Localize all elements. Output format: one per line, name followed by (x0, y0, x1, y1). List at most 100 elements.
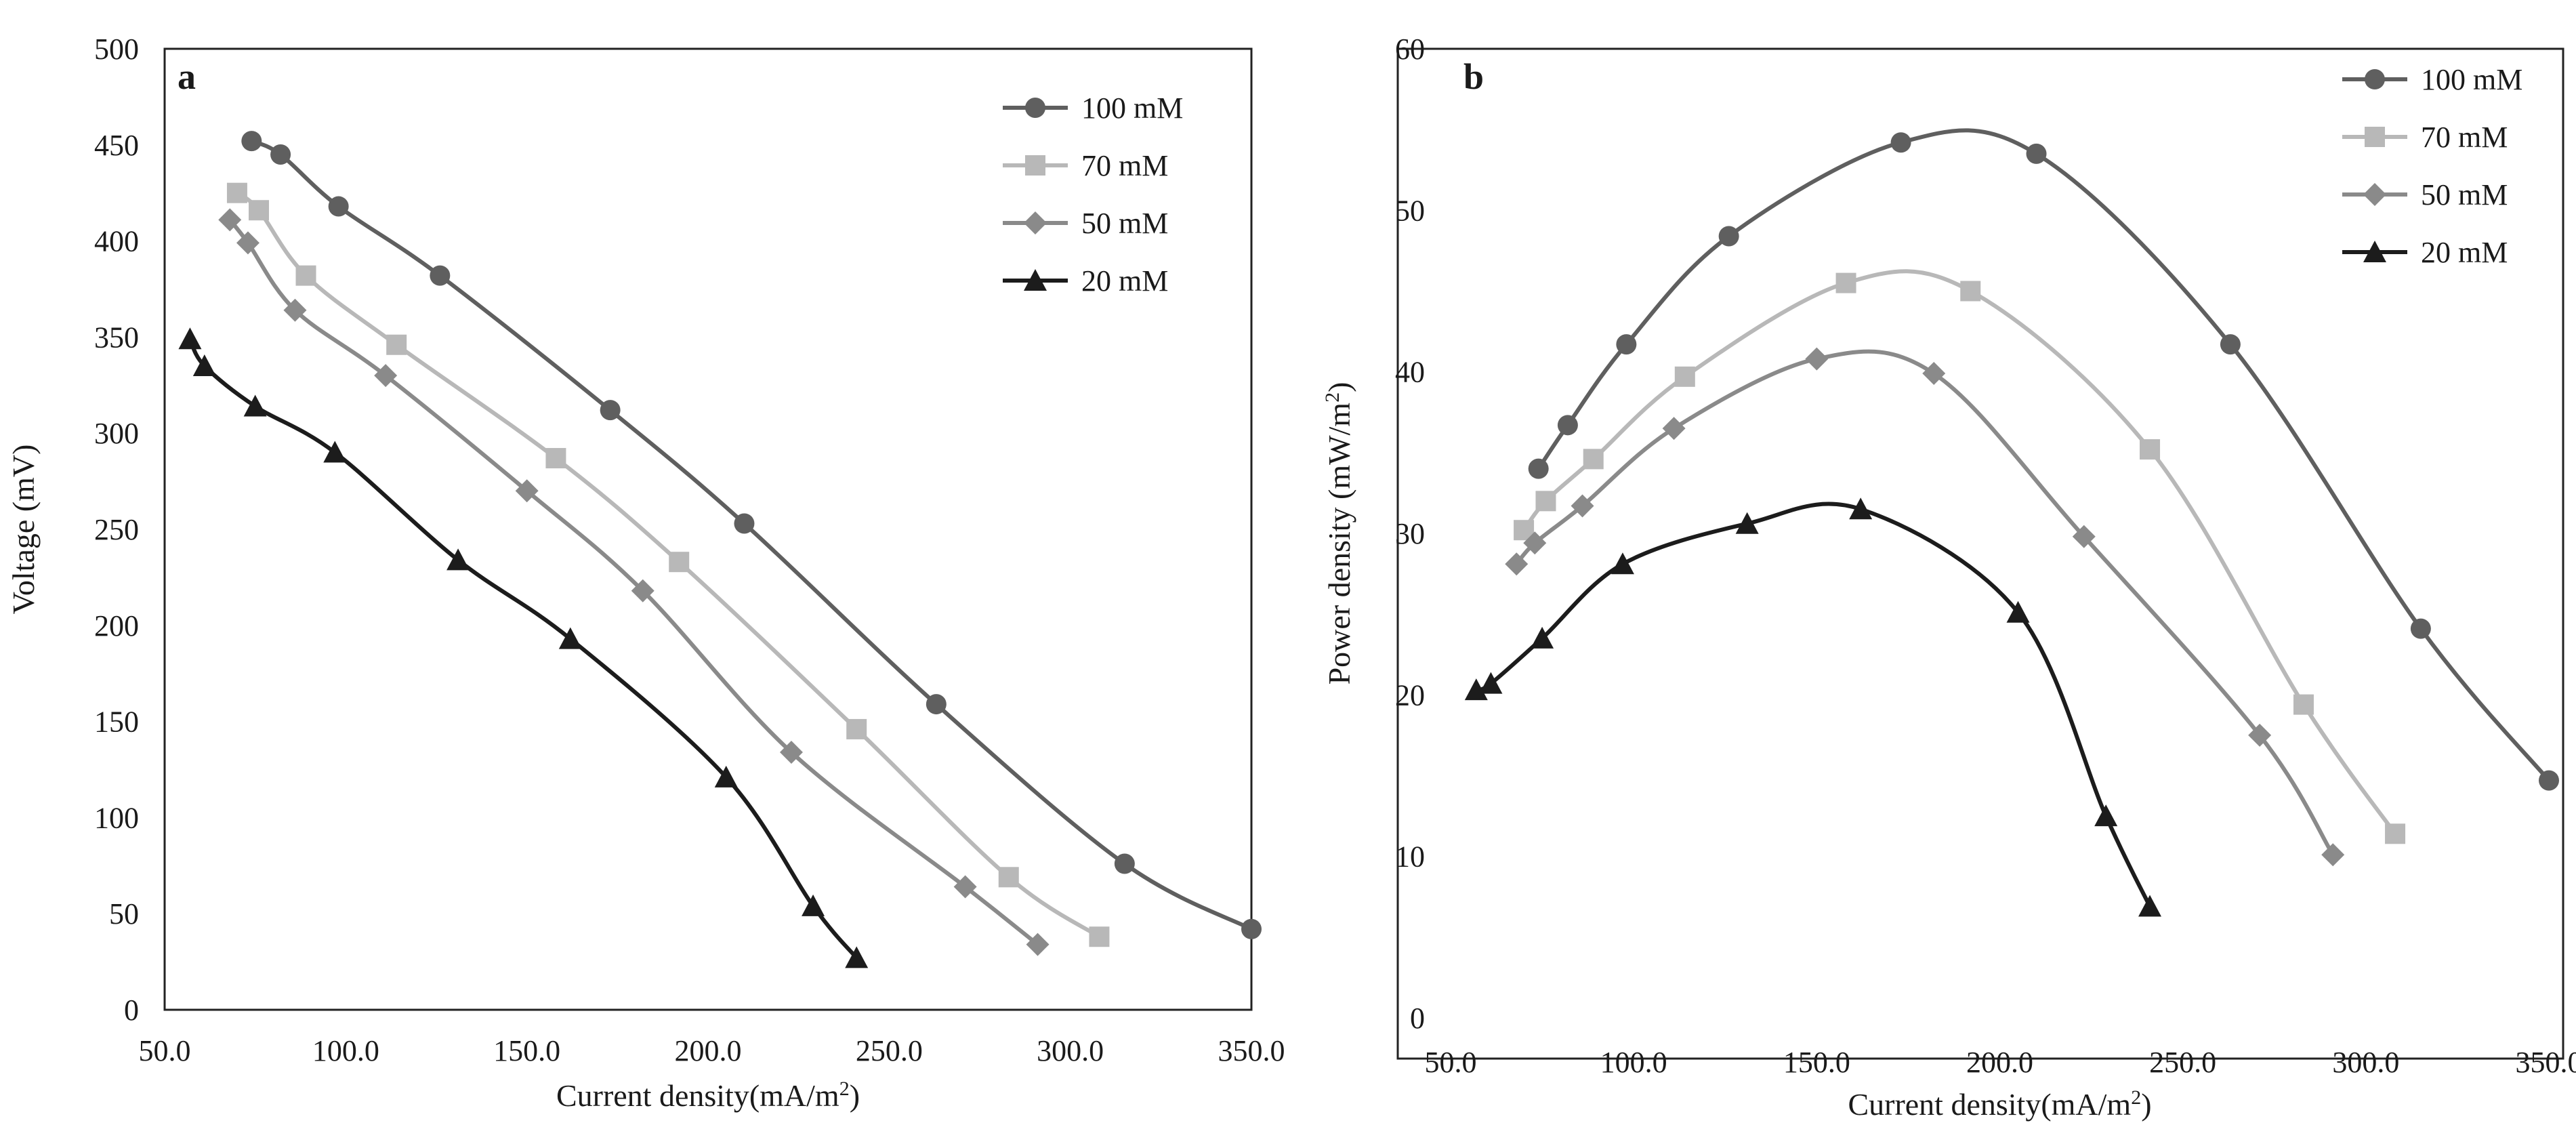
legend-entry: 20 mM (2342, 236, 2508, 269)
y-tick-label: 20 (1395, 678, 1425, 712)
data-point (1571, 494, 1594, 518)
legend-marker (1024, 211, 1047, 234)
y-tick-label: 150 (94, 705, 139, 739)
plot-frame (1396, 47, 2564, 1060)
y-tick-label: 250 (94, 513, 139, 546)
data-point (1890, 132, 1911, 153)
x-tick-label: 50.0 (1425, 1046, 1477, 1079)
series-line (228, 218, 1039, 946)
legend-marker (2365, 127, 2385, 147)
data-point (1835, 272, 1856, 293)
data-point (178, 327, 202, 350)
data-point (2026, 143, 2047, 164)
series-line (1514, 349, 2335, 856)
data-point (2293, 694, 2314, 715)
data-point (669, 552, 690, 573)
x-tick-label: 200.0 (675, 1034, 742, 1067)
data-point (846, 718, 867, 739)
x-tick-label: 300.0 (1037, 1034, 1104, 1067)
data-point (1735, 512, 1759, 534)
data-point (1583, 449, 1604, 470)
legend-marker (1025, 98, 1045, 118)
data-point (953, 875, 977, 899)
series-line (1522, 269, 2397, 836)
y-axis-title: Voltage (mV) (6, 445, 41, 615)
legend-label: 20 mM (1081, 264, 1168, 298)
data-point (1531, 626, 1554, 649)
y-tick-label: 0 (1410, 1002, 1425, 1035)
y-tick-label: 30 (1395, 517, 1425, 550)
series-20-mm (1464, 497, 2162, 917)
data-point (1026, 933, 1050, 956)
chart-panel-a: 0 50 100 150 200 250 300 350 400 450 500 50.0 100.0 1… (6, 33, 1285, 1113)
data-point (1662, 417, 1686, 441)
x-tick-label: 200.0 (1966, 1046, 2033, 1079)
y-tick-label: 50 (109, 897, 139, 930)
data-point (2140, 439, 2161, 460)
series-line (1475, 502, 2152, 907)
legend-label: 50 mM (2421, 178, 2508, 211)
x-tick-label: 250.0 (856, 1034, 923, 1067)
data-point (249, 200, 270, 221)
data-point (2072, 525, 2096, 548)
y-tick-label: 500 (94, 33, 139, 66)
data-point (226, 182, 247, 203)
data-point (192, 354, 216, 376)
data-point (1464, 678, 1488, 701)
data-point (1479, 672, 1503, 694)
data-point (1674, 366, 1695, 387)
legend-label: 100 mM (2421, 63, 2522, 96)
y-tick-label: 300 (94, 417, 139, 450)
legend-marker (2363, 183, 2386, 206)
data-point (2248, 723, 2272, 747)
y-tick-label: 40 (1395, 356, 1425, 389)
data-point (2094, 804, 2118, 827)
legend-entry: 70 mM (2342, 121, 2508, 154)
legend-marker (2365, 69, 2385, 89)
x-tick-label: 150.0 (493, 1034, 560, 1067)
data-point (2321, 843, 2345, 867)
legend-label: 70 mM (1081, 149, 1168, 182)
series-100-mm (1528, 128, 2559, 791)
y-tick-label: 350 (94, 321, 139, 354)
data-point (1089, 926, 1110, 947)
x-tick-label: 100.0 (312, 1034, 379, 1067)
panel-label: a (178, 56, 196, 97)
data-point (236, 231, 259, 255)
series-70-mm (1514, 269, 2406, 844)
data-point (1849, 497, 1873, 520)
legend-entry: 100 mM (2342, 63, 2522, 96)
data-point (558, 627, 582, 649)
series-line (1537, 128, 2551, 782)
x-axis-title: Current density(mA/m2) (1848, 1086, 2151, 1122)
series-line (236, 191, 1101, 939)
legend-label: 100 mM (1081, 91, 1183, 125)
data-point (2220, 334, 2241, 355)
panel-label: b (1463, 56, 1484, 97)
series-50-mm (218, 208, 1050, 956)
data-point (734, 513, 755, 534)
x-tick-label: 250.0 (2149, 1046, 2216, 1079)
data-point (328, 196, 349, 217)
x-tick-label: 350.0 (2516, 1046, 2576, 1079)
data-point (1557, 415, 1578, 436)
data-point (1616, 334, 1637, 355)
y-tick-label: 400 (94, 225, 139, 258)
x-tick-label: 350.0 (1218, 1034, 1285, 1067)
series-100-mm (241, 131, 1262, 939)
data-point (714, 765, 738, 787)
y-axis-title: Power density (mW/m2) (1321, 382, 1357, 685)
data-point (446, 548, 470, 571)
data-point (631, 579, 655, 602)
data-point (270, 144, 291, 165)
data-point (926, 694, 947, 715)
data-point (430, 265, 451, 286)
data-point (1528, 458, 1549, 479)
data-point (2006, 600, 2030, 623)
x-tick-label: 300.0 (2332, 1046, 2399, 1079)
data-point (243, 394, 267, 417)
y-tick-label: 10 (1395, 840, 1425, 874)
data-point (600, 400, 621, 421)
data-point (802, 894, 825, 916)
data-point (998, 867, 1019, 888)
